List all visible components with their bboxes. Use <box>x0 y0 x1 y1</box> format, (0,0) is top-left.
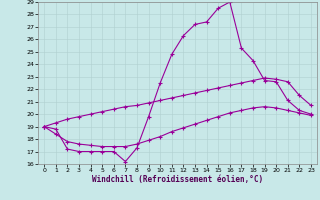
X-axis label: Windchill (Refroidissement éolien,°C): Windchill (Refroidissement éolien,°C) <box>92 175 263 184</box>
